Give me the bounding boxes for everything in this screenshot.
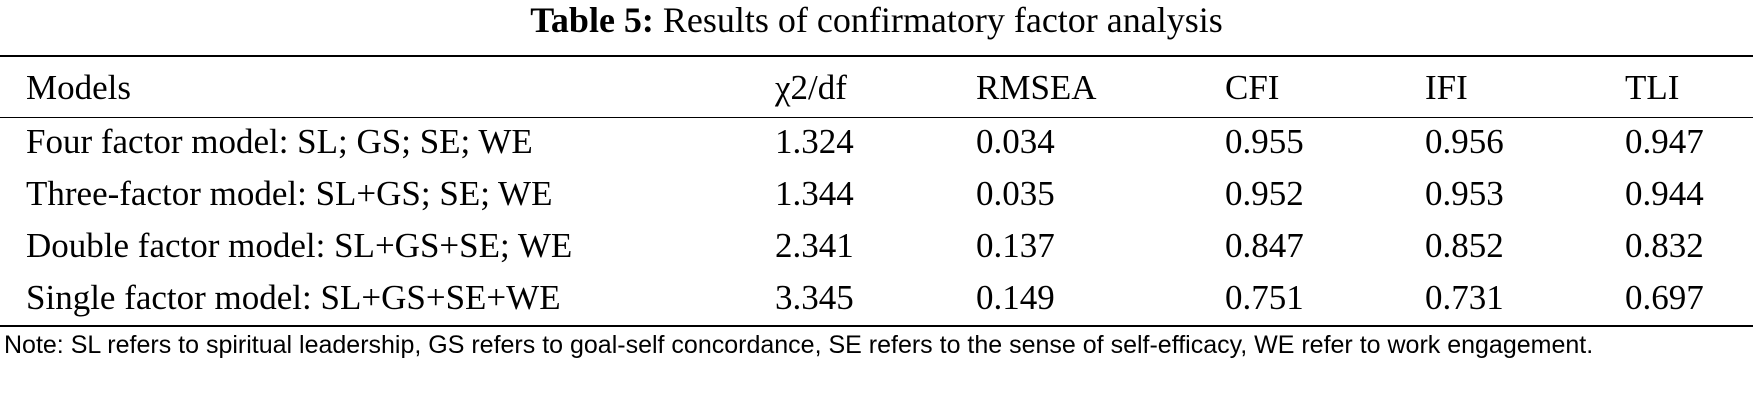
column-header-ifi: IFI <box>1425 68 1468 107</box>
table-row: Double factor model: SL+GS+SE; WE 2.341 … <box>0 220 1753 272</box>
table-row: Single factor model: SL+GS+SE+WE 3.345 0… <box>0 272 1753 324</box>
rmsea-cell: 0.035 <box>976 174 1055 213</box>
tli-cell: 0.944 <box>1625 174 1704 213</box>
model-name-cell: Double factor model: SL+GS+SE; WE <box>26 226 573 265</box>
column-header-rmsea: RMSEA <box>976 68 1097 107</box>
column-header-cfi: CFI <box>1225 68 1280 107</box>
ifi-cell: 0.953 <box>1425 174 1504 213</box>
cfi-cell: 0.751 <box>1225 278 1304 317</box>
chi2-df-cell: 3.345 <box>775 278 854 317</box>
tli-cell: 0.697 <box>1625 278 1704 317</box>
column-header-chi2-df: χ2/df <box>775 68 847 107</box>
chi2-df-cell: 1.324 <box>775 122 854 161</box>
tli-cell: 0.832 <box>1625 226 1704 265</box>
rmsea-cell: 0.034 <box>976 122 1055 161</box>
rmsea-cell: 0.149 <box>976 278 1055 317</box>
table-caption: Table 5: Results of confirmatory factor … <box>0 0 1753 40</box>
model-name-cell: Single factor model: SL+GS+SE+WE <box>26 278 561 317</box>
chi2-df-cell: 1.344 <box>775 174 854 213</box>
cfi-cell: 0.955 <box>1225 122 1304 161</box>
chi2-df-cell: 2.341 <box>775 226 854 265</box>
ifi-cell: 0.956 <box>1425 122 1504 161</box>
cfi-cell: 0.847 <box>1225 226 1304 265</box>
model-name-cell: Three-factor model: SL+GS; SE; WE <box>26 174 553 213</box>
column-header-models: Models <box>26 68 131 107</box>
column-header-tli: TLI <box>1625 68 1680 107</box>
table-caption-text: Results of confirmatory factor analysis <box>662 0 1223 40</box>
ifi-cell: 0.852 <box>1425 226 1504 265</box>
table-top-rule <box>0 55 1753 57</box>
ifi-cell: 0.731 <box>1425 278 1504 317</box>
table-bottom-rule <box>0 325 1753 327</box>
table-note: Note: SL refers to spiritual leadership,… <box>4 331 1594 359</box>
tli-cell: 0.947 <box>1625 122 1704 161</box>
table-header-rule <box>0 117 1753 118</box>
table-caption-label: Table 5: <box>530 0 654 40</box>
model-name-cell: Four factor model: SL; GS; SE; WE <box>26 122 533 161</box>
table-row: Three-factor model: SL+GS; SE; WE 1.344 … <box>0 168 1753 220</box>
cfi-cell: 0.952 <box>1225 174 1304 213</box>
table-header-row: Models χ2/df RMSEA CFI IFI TLI <box>0 62 1753 114</box>
rmsea-cell: 0.137 <box>976 226 1055 265</box>
table-row: Four factor model: SL; GS; SE; WE 1.324 … <box>0 116 1753 168</box>
